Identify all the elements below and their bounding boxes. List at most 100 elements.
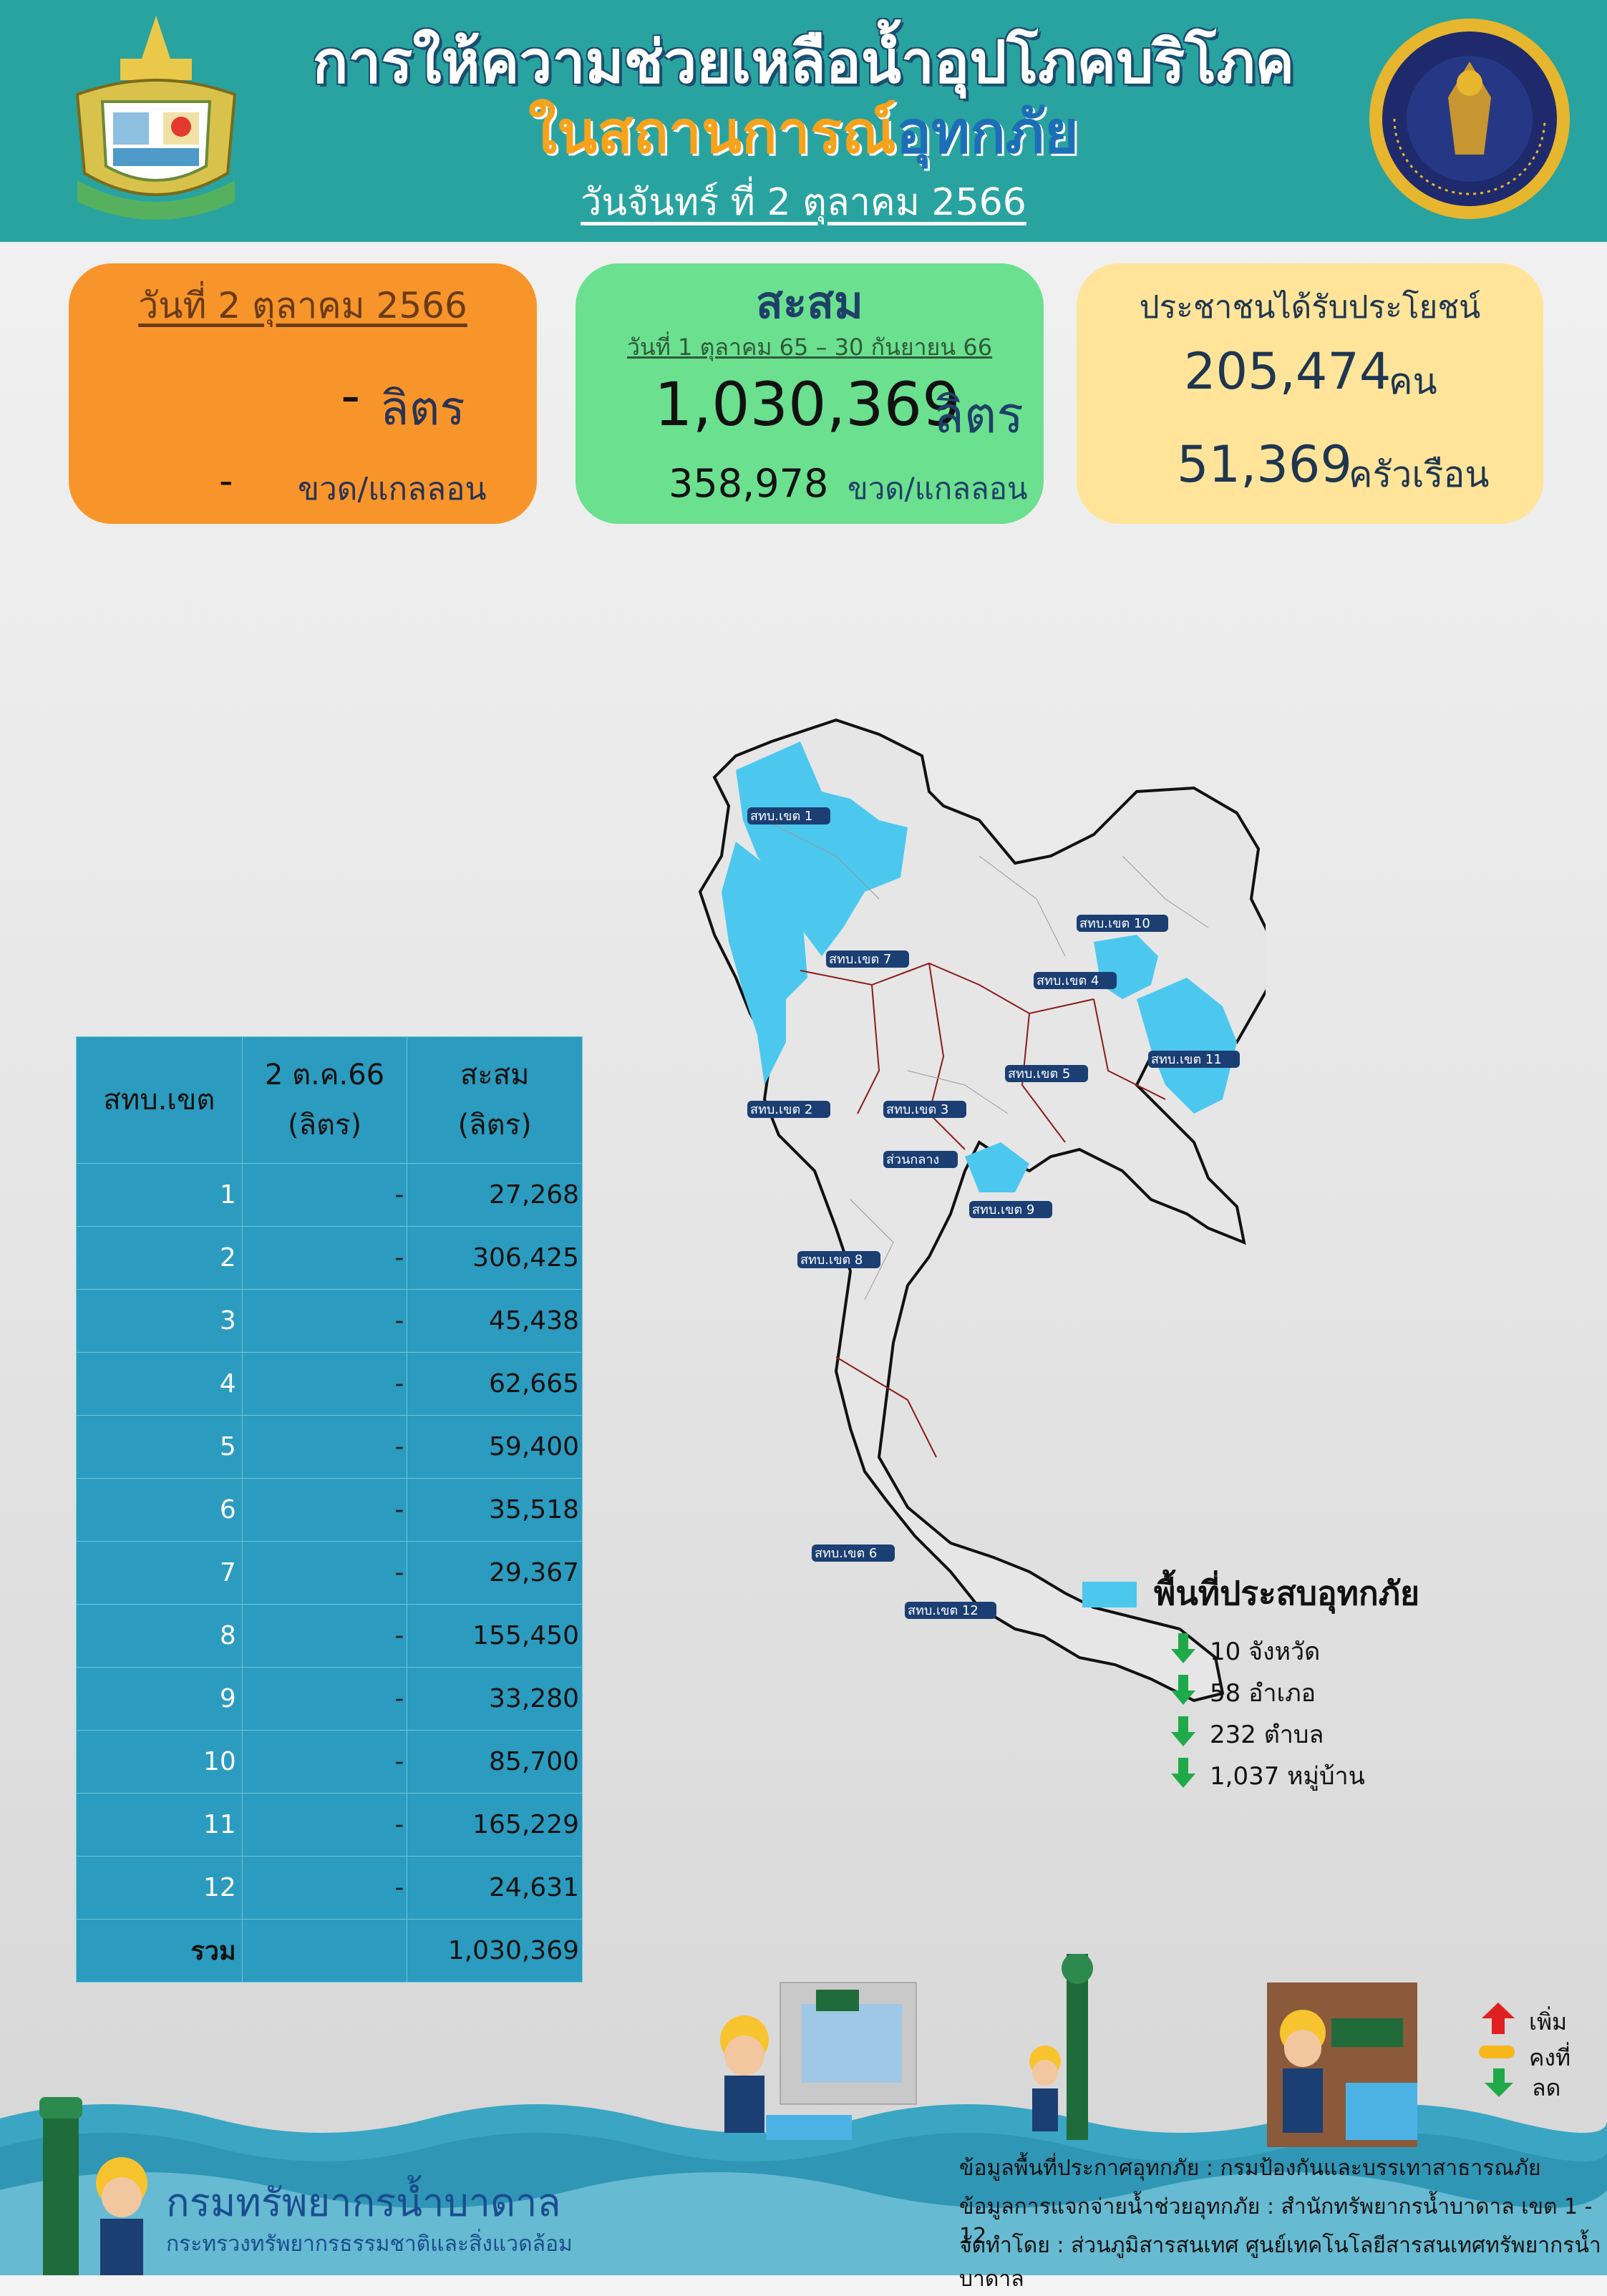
map-region-label: สทบ.เขต 8 (800, 1252, 863, 1268)
map-label-bg (883, 1151, 958, 1168)
map-region-label: สทบ.เขต 5 (1008, 1066, 1070, 1081)
cumulative-bottles-unit: ขวด/แกลลอน (848, 471, 1028, 506)
map-label-bg (1034, 972, 1117, 989)
cumulative-liters-cell: 59,400 (407, 1415, 583, 1479)
distribution-booth-illustration-icon (1267, 1983, 1417, 2147)
map-label-bg (747, 1101, 830, 1118)
map-region-label: สทบ.เขต 7 (829, 952, 891, 967)
region-distribution-table: สทบ.เขต 2 ต.ค.66 (ลิตร) สะสม (ลิตร) 1-27… (76, 1036, 583, 1983)
map-region-label: ส่วนกลาง (886, 1152, 939, 1167)
arrow-down-green-icon (1171, 1758, 1195, 1788)
region-cell: 4 (76, 1352, 243, 1416)
steady-bar-icon (1479, 2046, 1515, 2058)
map-region-label: สทบ.เขต 3 (886, 1102, 948, 1117)
subtitle-part-flood: อุทกภัย (895, 99, 1079, 167)
cumulative-bottles-value: 358,978 (669, 461, 829, 506)
daily-liters-cell: - (241, 1289, 408, 1353)
cumulative-summary-card: สะสม วันที่ 1 ตุลาคม 65 – 30 กันยายน 66 … (576, 263, 1044, 524)
province-boundaries (764, 819, 1209, 1300)
region-cell: 7 (76, 1541, 243, 1605)
arrow-down-green-icon (1171, 1716, 1195, 1746)
people-count: 205,474 (1184, 342, 1392, 401)
daily-card-date: วันที่ 2 ตุลาคม 2566 (138, 285, 467, 326)
flood-legend-swatch (1082, 1582, 1137, 1607)
header-banner: การให้ความช่วยเหลือน้ำอุปโภคบริโภค ในสถา… (0, 0, 1607, 242)
thailand-flood-map: สทบ.เขต 1 สทบ.เขต 2 สทบ.เขต 3 สทบ.เขต 4 สทบ.… (698, 718, 1266, 1703)
page-title: การให้ความช่วยเหลือน้ำอุปโภคบริโภค (312, 29, 1295, 97)
map-region-label: สทบ.เขต 12 (908, 1603, 979, 1618)
header-region: สทบ.เขต (76, 1036, 243, 1164)
region-cell: 1 (76, 1163, 243, 1227)
beneficiary-summary-card: ประชาชนได้รับประโยชน์ 205,474 คน 51,369 … (1077, 263, 1543, 524)
page-subtitle: ในสถานการณ์อุทกภัย (0, 86, 1607, 179)
pump-worker-illustration-icon (1029, 1954, 1093, 2140)
daily-liters-cell: - (241, 1604, 408, 1668)
map-label-bg (812, 1545, 895, 1562)
cumulative-liters-cell: 85,700 (407, 1730, 583, 1794)
header-daily-line1: 2 ต.ค.66 (264, 1059, 385, 1091)
map-region-label: สทบ.เขต 2 (750, 1102, 812, 1117)
cumulative-liters-cell: 24,631 (407, 1856, 583, 1920)
cumulative-liters-cell: 155,450 (407, 1604, 583, 1668)
cumulative-liters-cell: 29,367 (407, 1541, 583, 1605)
cumulative-liters-cell: 45,438 (407, 1289, 583, 1353)
daily-liters-cell: - (241, 1478, 408, 1542)
map-region-label: สทบ.เขต 6 (815, 1546, 877, 1561)
cumulative-liters-cell: 33,280 (407, 1667, 583, 1731)
household-count: 51,369 (1177, 435, 1352, 494)
cumulative-liters-cell: 35,518 (407, 1478, 583, 1542)
region-cell: 9 (76, 1667, 243, 1731)
map-region-label: สทบ.เขต 10 (1079, 916, 1150, 931)
total-day-cell (241, 1919, 408, 1983)
source-flood-area: ข้อมูลพื้นที่ประกาศอุทกภัย : กรมป้องกันแ… (959, 2156, 1541, 2181)
daily-liters-cell: - (241, 1793, 408, 1857)
department-name: กรมทรัพยากรน้ำบาดาล (166, 2180, 561, 2225)
table-row: 8-155,450 (76, 1604, 583, 1668)
header-cumulative: สะสม (ลิตร) (407, 1036, 583, 1164)
dgr-seal-icon (1369, 19, 1570, 219)
region-cell: 6 (76, 1478, 243, 1542)
flood-area-north-east-2 (1137, 978, 1237, 1114)
daily-liters-value: - (341, 364, 361, 427)
cumulative-liters-cell: 306,425 (407, 1226, 583, 1290)
daily-liters-cell: - (241, 1226, 408, 1290)
table-row: 1-27,268 (76, 1163, 583, 1227)
source-distribution: ข้อมูลการแจกจ่ายน้ำช่วยอุทกภัย : สำนักทร… (959, 2194, 1593, 2249)
ministry-name: กระทรวงทรัพยากรธรรมชาติและสิ่งแวดล้อม (166, 2232, 573, 2257)
region-cell: 2 (76, 1226, 243, 1290)
cumulative-liters-cell: 27,268 (407, 1163, 583, 1227)
table-row: 7-29,367 (76, 1541, 583, 1605)
map-region-label: สทบ.เขต 1 (750, 809, 812, 824)
people-unit: คน (1389, 361, 1437, 402)
map-label-bg (969, 1201, 1052, 1218)
arrow-down-green-icon (1171, 1675, 1195, 1705)
daily-liters-unit: ลิตร (380, 381, 465, 436)
daily-liters-cell: - (241, 1730, 408, 1794)
region-cell: 12 (76, 1856, 243, 1920)
region-cell: 8 (76, 1604, 243, 1668)
daily-liters-cell: - (241, 1163, 408, 1227)
region-cell: 5 (76, 1415, 243, 1479)
total-value: 1,030,369 (407, 1919, 583, 1983)
map-region-label: สทบ.เขต 11 (1151, 1052, 1222, 1067)
total-label: รวม (76, 1919, 243, 1983)
region-cell: 11 (76, 1793, 243, 1857)
table-row: 12-24,631 (76, 1856, 583, 1920)
subtitle-part-situation: ในสถานการณ์ (528, 99, 896, 167)
header-daily-line2: (ลิตร) (287, 1109, 362, 1142)
table-total-row: รวม 1,030,369 (76, 1919, 583, 1983)
report-date: วันจันทร์ ที่ 2 ตุลาคม 2566 (581, 181, 1026, 224)
map-label-bg (1077, 915, 1168, 932)
header-cumulative-line2: (ลิตร) (457, 1109, 532, 1142)
well-pump-illustration-icon (39, 2097, 147, 2275)
map-label-bg (826, 950, 909, 968)
daily-bottles-value: - (219, 458, 233, 503)
flood-area-central (965, 1142, 1029, 1192)
map-label-bg (747, 807, 830, 824)
legend-title: พื้นที่ประสบอุทกภัย (1154, 1574, 1420, 1612)
table-row: 10-85,700 (76, 1730, 583, 1794)
daily-bottles-unit: ขวด/แกลลอน (298, 471, 487, 507)
map-label-bg (797, 1251, 880, 1268)
cumulative-card-title: สะสม (756, 276, 863, 329)
arrow-down-green-icon (1485, 2068, 1513, 2097)
